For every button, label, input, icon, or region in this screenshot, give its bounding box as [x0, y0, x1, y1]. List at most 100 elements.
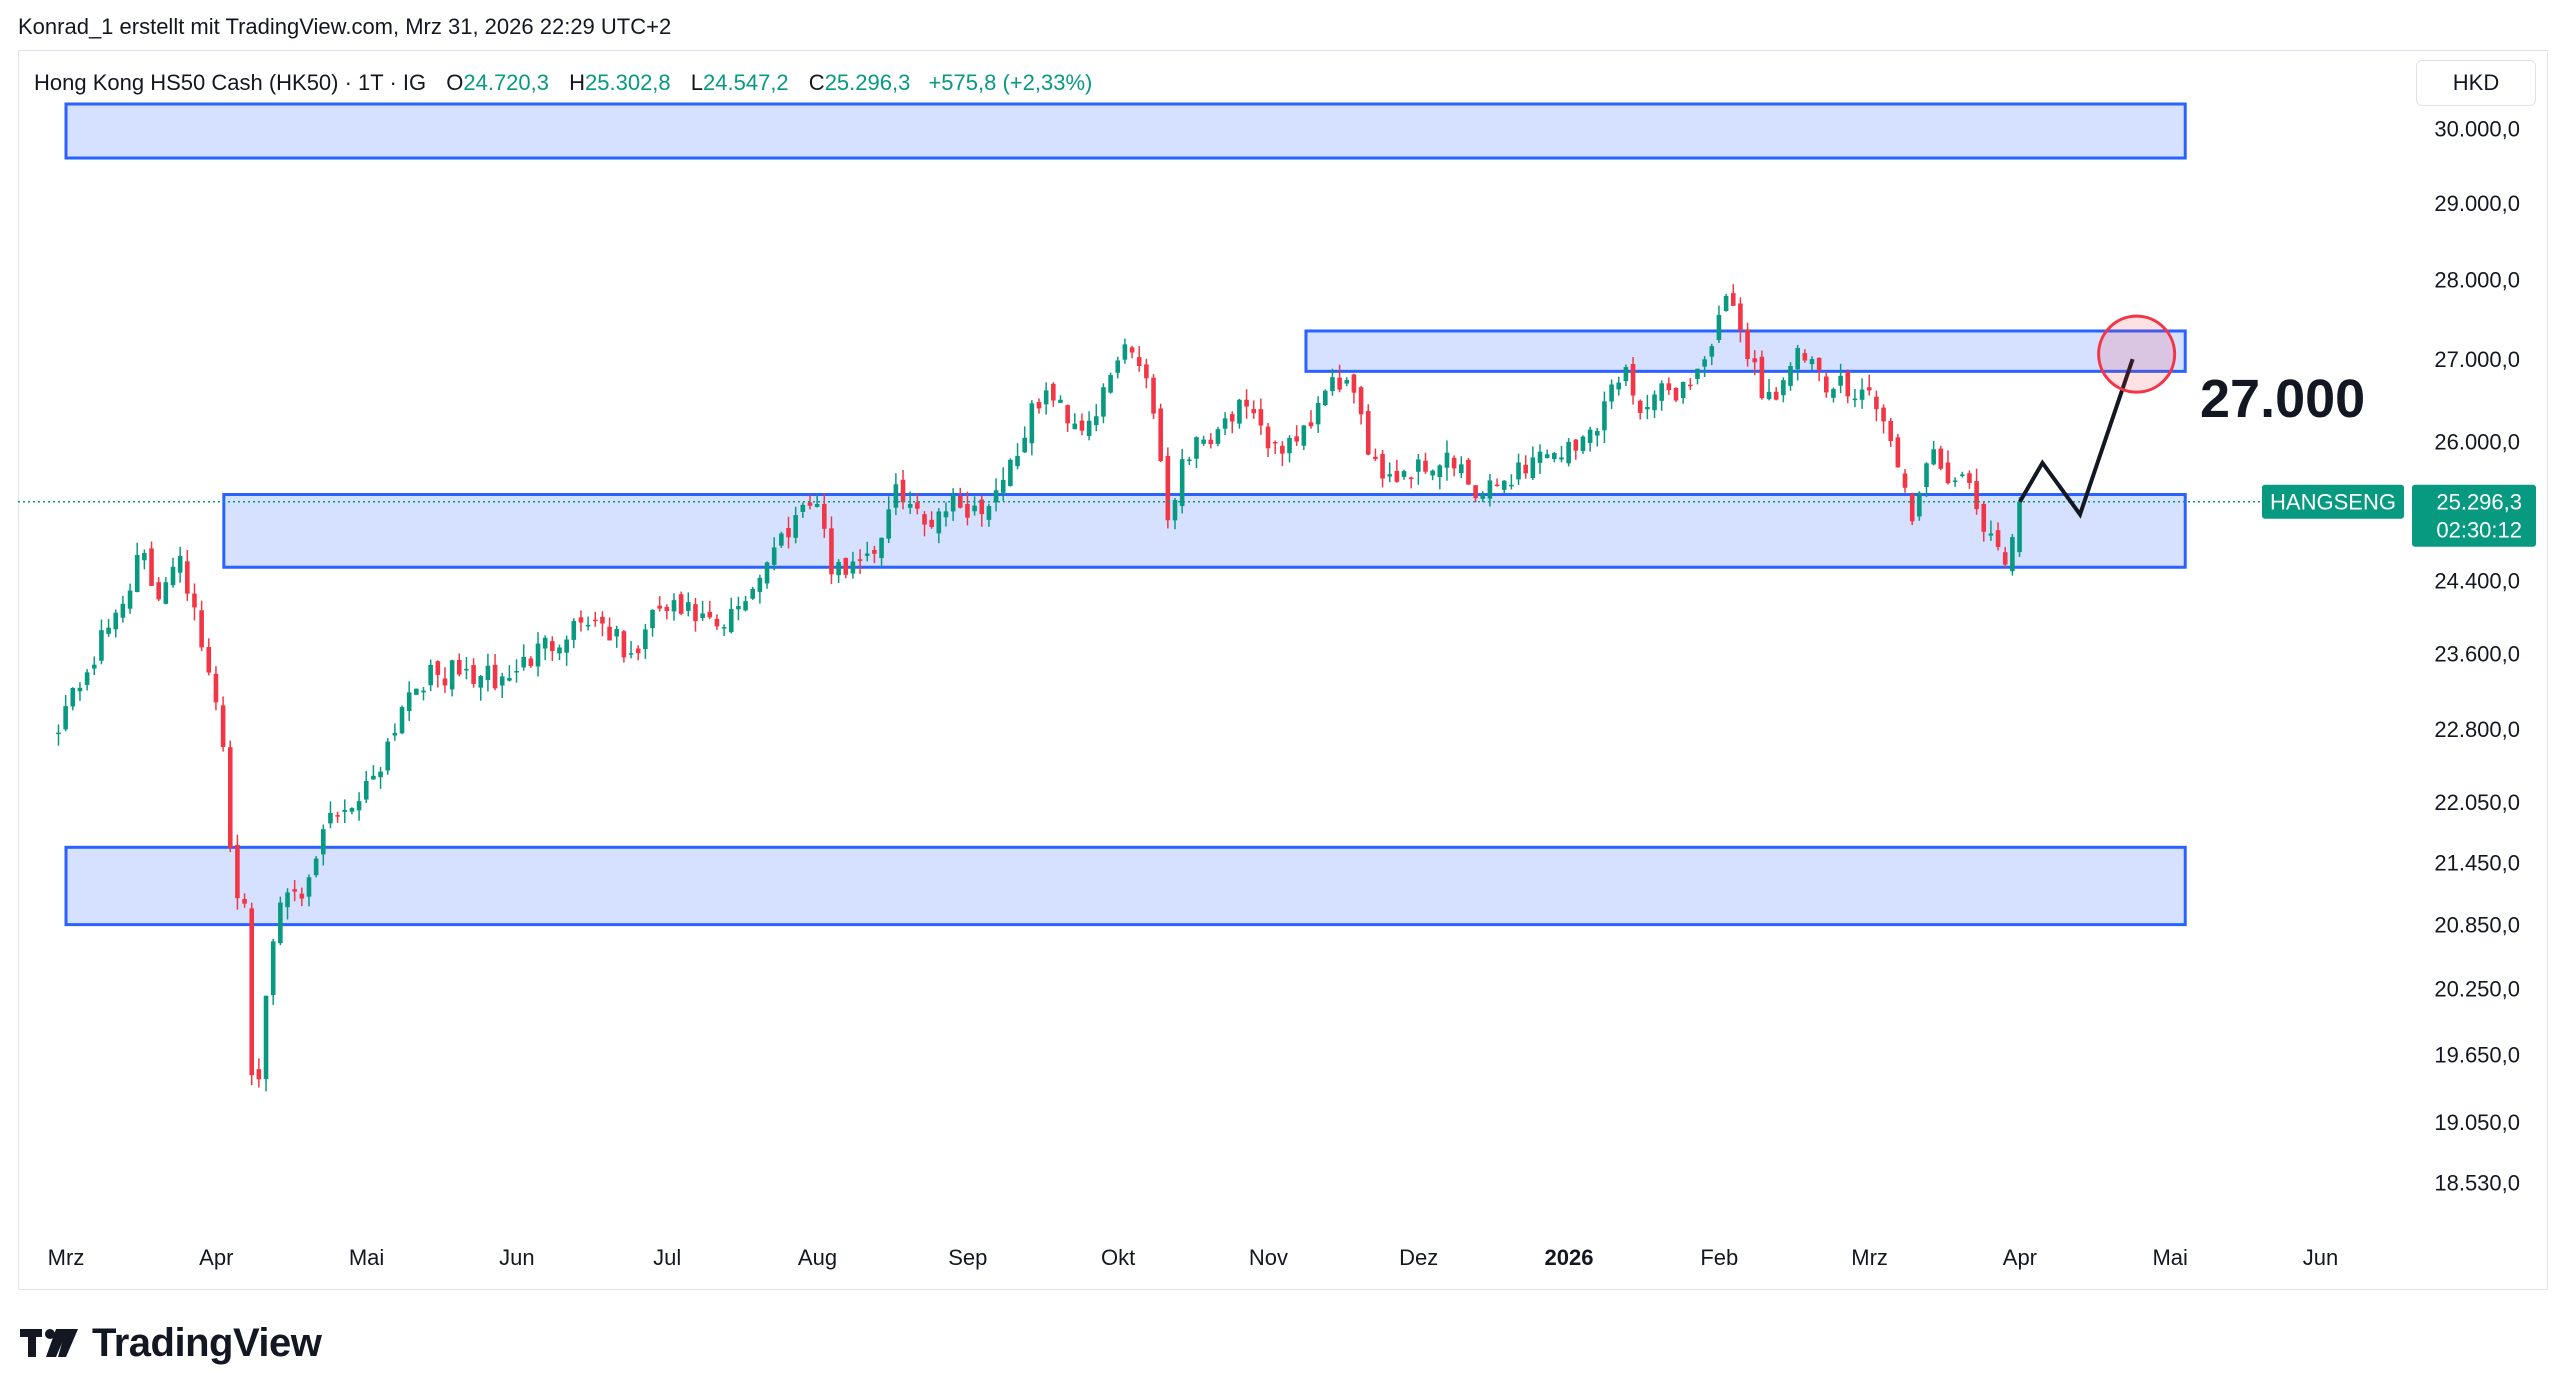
- candle[interactable]: [1823, 371, 1829, 398]
- candle[interactable]: [235, 834, 240, 910]
- candle[interactable]: [1373, 448, 1378, 462]
- candle[interactable]: [1144, 358, 1149, 389]
- candle[interactable]: [1917, 491, 1922, 521]
- candle[interactable]: [1988, 520, 1994, 541]
- candle[interactable]: [91, 656, 97, 676]
- symbol-legend[interactable]: Hong Kong HS50 Cash (HK50) · 1T · IG O24…: [34, 70, 1092, 96]
- candle[interactable]: [1537, 444, 1543, 475]
- candle[interactable]: [1809, 356, 1815, 370]
- candle[interactable]: [714, 614, 720, 631]
- candle[interactable]: [84, 669, 90, 691]
- candle[interactable]: [736, 596, 741, 621]
- candle[interactable]: [163, 577, 169, 605]
- candle[interactable]: [399, 705, 405, 735]
- candle[interactable]: [1523, 455, 1528, 479]
- candle[interactable]: [1036, 398, 1042, 414]
- candle[interactable]: [1065, 404, 1070, 432]
- candle[interactable]: [614, 625, 620, 648]
- candle[interactable]: [249, 902, 255, 1086]
- candle[interactable]: [464, 657, 469, 680]
- candle[interactable]: [821, 492, 827, 538]
- price-axis[interactable]: 30.000,0 29.000,0 28.000,0 27.000,0 26.000,0…: [2434, 117, 2520, 1196]
- candle[interactable]: [1322, 389, 1328, 407]
- candle[interactable]: [1645, 394, 1650, 420]
- candle[interactable]: [149, 541, 154, 587]
- candle[interactable]: [635, 645, 641, 661]
- candle[interactable]: [1816, 357, 1822, 382]
- candle[interactable]: [70, 687, 76, 711]
- candle[interactable]: [1838, 363, 1843, 394]
- candle[interactable]: [328, 801, 333, 829]
- candle[interactable]: [514, 659, 519, 683]
- candle[interactable]: [1952, 477, 1958, 487]
- candle[interactable]: [1187, 456, 1192, 466]
- candle[interactable]: [1480, 491, 1486, 503]
- candle[interactable]: [671, 593, 677, 621]
- candle[interactable]: [392, 723, 398, 741]
- candle[interactable]: [1544, 449, 1550, 459]
- candle[interactable]: [1179, 448, 1185, 514]
- candle[interactable]: [786, 516, 791, 549]
- candle[interactable]: [879, 537, 884, 567]
- candle[interactable]: [1795, 344, 1800, 381]
- candle[interactable]: [1387, 462, 1393, 483]
- candle[interactable]: [1151, 374, 1156, 419]
- candle[interactable]: [864, 541, 870, 562]
- candle[interactable]: [442, 667, 448, 693]
- candle[interactable]: [485, 653, 491, 692]
- candle[interactable]: [206, 638, 212, 676]
- candle[interactable]: [1258, 398, 1264, 435]
- candle[interactable]: [907, 491, 913, 514]
- candle[interactable]: [1108, 372, 1113, 394]
- candle[interactable]: [1072, 413, 1078, 430]
- candle[interactable]: [1494, 478, 1500, 487]
- candle[interactable]: [915, 493, 920, 515]
- candle[interactable]: [557, 644, 562, 661]
- candle[interactable]: [564, 635, 569, 666]
- candle[interactable]: [428, 659, 433, 692]
- candle[interactable]: [528, 656, 534, 668]
- candle[interactable]: [1659, 380, 1664, 411]
- candle[interactable]: [199, 600, 204, 652]
- candle[interactable]: [285, 888, 290, 920]
- candle[interactable]: [929, 511, 934, 529]
- candle[interactable]: [600, 611, 605, 637]
- candle[interactable]: [886, 496, 892, 543]
- candle[interactable]: [106, 619, 111, 637]
- candle[interactable]: [1458, 456, 1464, 479]
- candle[interactable]: [1115, 356, 1121, 379]
- candle[interactable]: [728, 597, 734, 634]
- candle[interactable]: [242, 893, 247, 908]
- candle[interactable]: [779, 531, 784, 548]
- candle[interactable]: [1079, 413, 1085, 436]
- candle[interactable]: [621, 630, 627, 663]
- candle[interactable]: [414, 688, 419, 695]
- candle[interactable]: [678, 591, 684, 616]
- candle[interactable]: [764, 561, 770, 589]
- candle[interactable]: [1301, 424, 1307, 450]
- candle[interactable]: [829, 516, 834, 585]
- candle[interactable]: [993, 478, 999, 512]
- candle[interactable]: [1423, 452, 1428, 474]
- candle[interactable]: [170, 557, 176, 588]
- candle[interactable]: [1852, 388, 1858, 408]
- candle[interactable]: [63, 694, 68, 732]
- candle[interactable]: [972, 496, 977, 516]
- candle[interactable]: [1401, 469, 1407, 480]
- candle[interactable]: [1265, 423, 1271, 458]
- candle[interactable]: [1229, 411, 1235, 434]
- candle[interactable]: [1788, 362, 1793, 391]
- candle[interactable]: [1766, 379, 1772, 401]
- candle[interactable]: [950, 488, 956, 521]
- candle[interactable]: [507, 665, 512, 682]
- candle[interactable]: [1351, 373, 1357, 404]
- candle[interactable]: [1552, 451, 1557, 463]
- candle[interactable]: [192, 583, 197, 621]
- candle[interactable]: [2017, 497, 2022, 557]
- candle[interactable]: [592, 611, 598, 627]
- candle[interactable]: [99, 619, 104, 665]
- candle[interactable]: [478, 675, 484, 701]
- candle[interactable]: [900, 469, 906, 510]
- candle[interactable]: [1902, 469, 1908, 493]
- candle[interactable]: [156, 577, 161, 602]
